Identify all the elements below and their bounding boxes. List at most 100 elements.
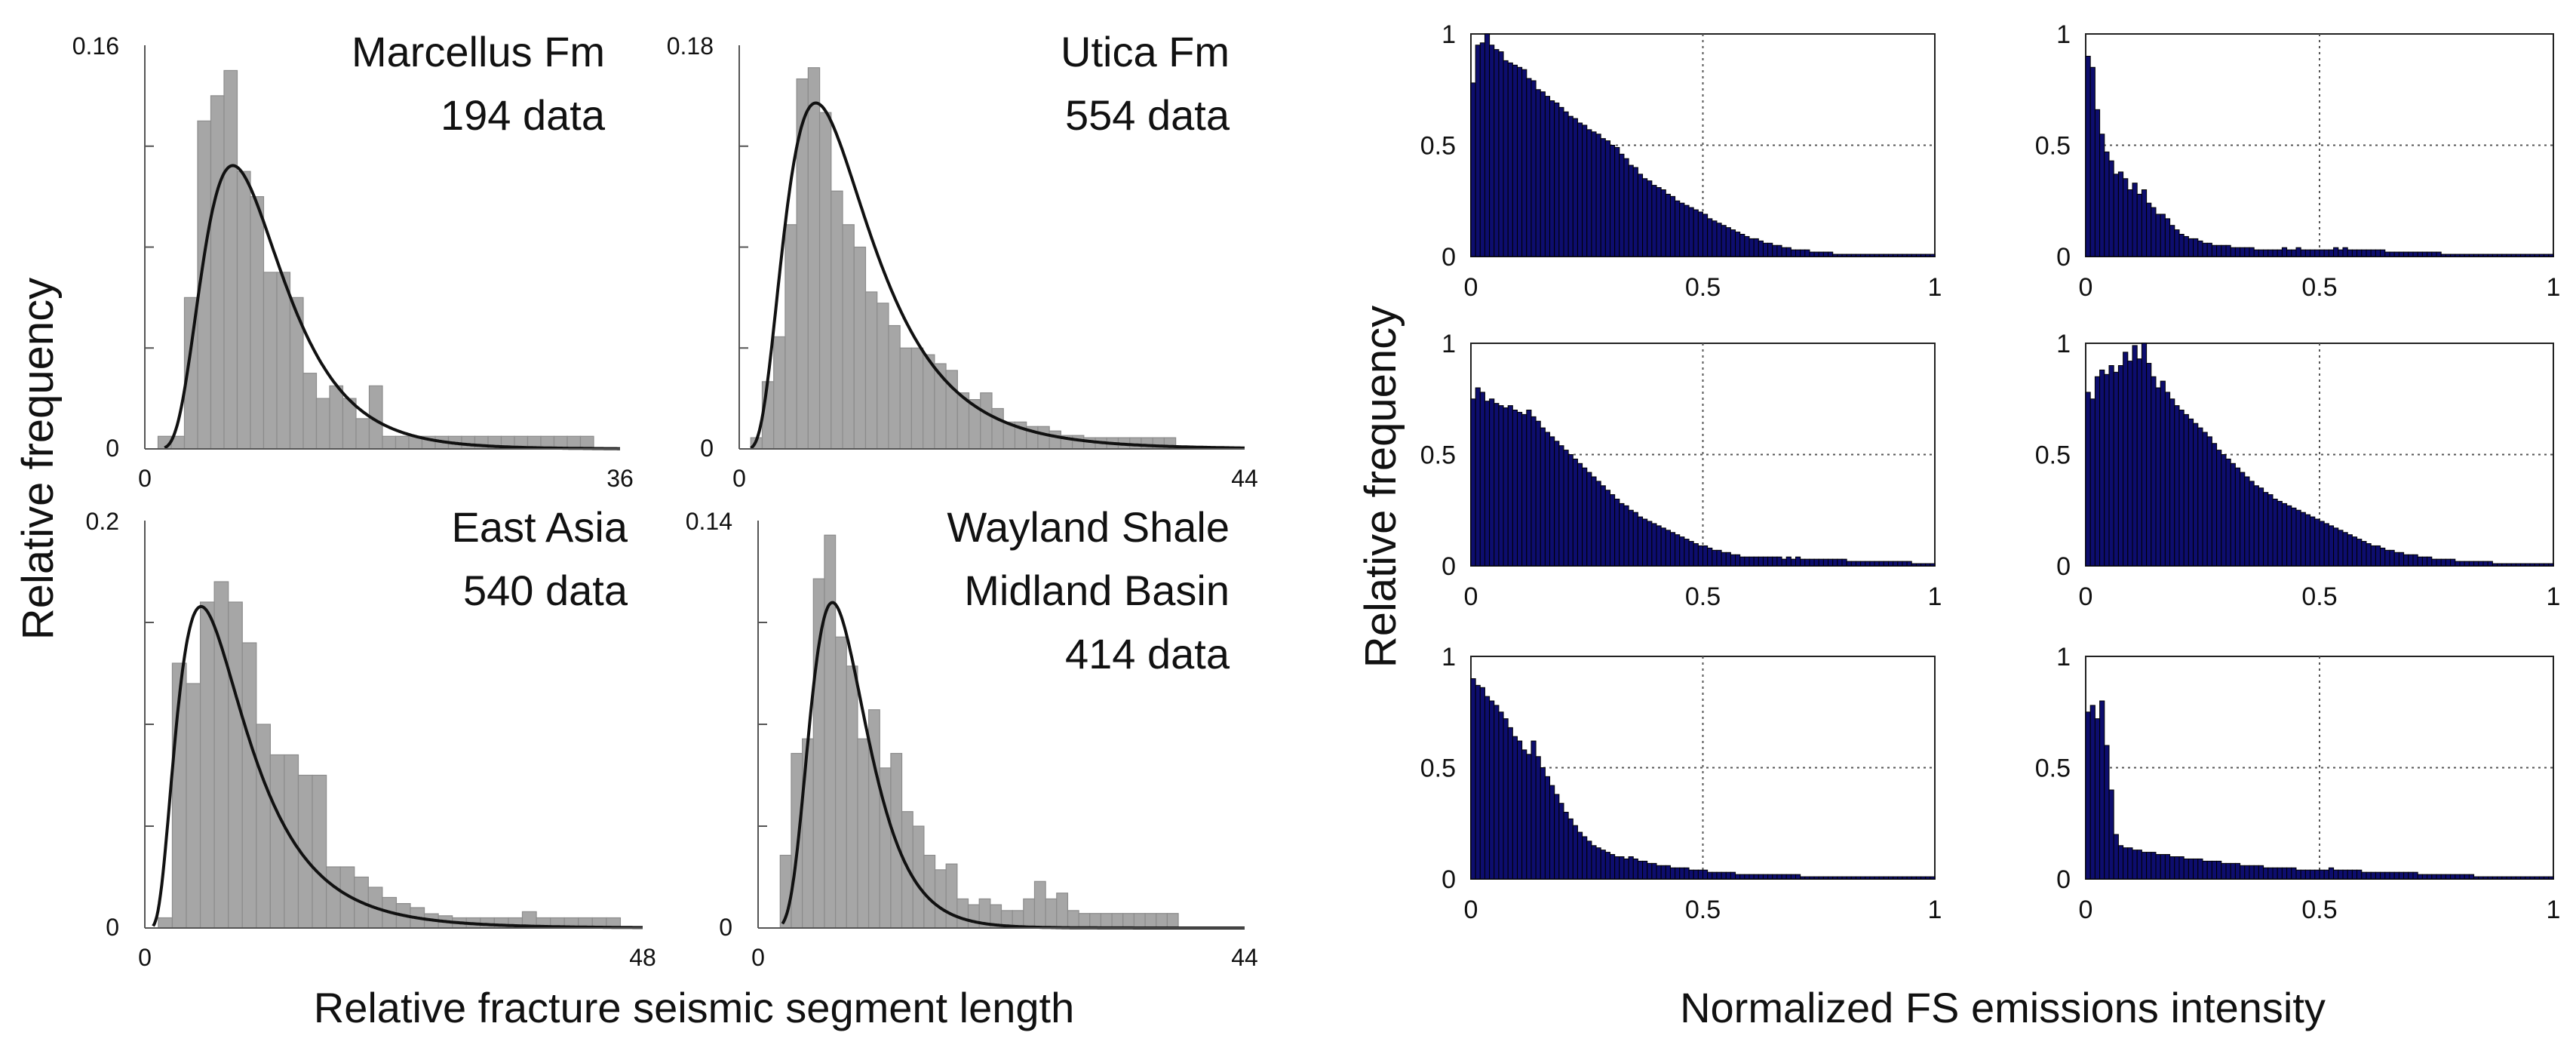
histogram-bar [1684, 204, 1690, 257]
histogram-bar [1697, 211, 1704, 257]
y-tick-label: 0.16 [72, 32, 119, 60]
histogram-bar [2473, 561, 2479, 567]
histogram-bar [2225, 862, 2231, 880]
histogram-bar [2094, 109, 2101, 257]
histogram-bar [2506, 254, 2512, 257]
histogram-bar [2104, 373, 2110, 567]
y-tick-label: 0 [719, 914, 732, 941]
histogram-bar [2258, 865, 2264, 880]
histogram-bar [1665, 193, 1671, 257]
histogram-bar [2193, 423, 2199, 567]
histogram-bar [2393, 552, 2399, 567]
histogram-bar [1822, 558, 1829, 567]
histogram-bar [1776, 244, 1782, 257]
histogram-bar [1790, 558, 1797, 567]
histogram-bar [1600, 138, 1606, 257]
histogram-bar [1526, 78, 1532, 257]
histogram-bar [1749, 238, 1755, 257]
histogram-bar [2174, 405, 2180, 567]
histogram-bar [1045, 898, 1058, 929]
histogram-bar [2272, 499, 2278, 567]
histogram-bar [2338, 869, 2344, 880]
histogram-bar [1572, 118, 1578, 257]
histogram-bar [2370, 249, 2376, 257]
histogram-bar [2366, 249, 2372, 257]
histogram-bar [1535, 420, 1541, 567]
histogram-bar [2440, 254, 2446, 257]
panel-title-line: Utica Fm [1061, 28, 1230, 75]
histogram-bar [2421, 556, 2428, 567]
histogram-bar [1563, 450, 1569, 567]
histogram-bar [1716, 871, 1722, 880]
histogram-bar [1707, 871, 1713, 880]
histogram-bar [2267, 494, 2274, 567]
histogram-bar [1475, 684, 1481, 880]
histogram-bar [2244, 865, 2250, 880]
histogram-bar [1586, 472, 1592, 567]
histogram-bar [1832, 558, 1838, 567]
histogram-bar [2240, 865, 2246, 880]
histogram-bar [1675, 867, 1681, 880]
histogram-bar [1531, 80, 1537, 257]
histogram-bar [1660, 527, 1666, 567]
histogram-bar [2291, 867, 2297, 880]
histogram-bar [2094, 376, 2101, 567]
histogram-bar [1753, 238, 1759, 257]
histogram-bar [2427, 556, 2433, 567]
histogram-bar [2455, 874, 2461, 880]
histogram-bar [1800, 249, 1806, 257]
histogram-bar [1078, 913, 1091, 929]
histogram-bar [1133, 913, 1146, 929]
histogram-bar [2338, 249, 2344, 257]
histogram-bar [2244, 476, 2250, 567]
x-tick-label: 0.5 [2301, 273, 2337, 302]
panel-title-line: 194 data [441, 91, 606, 139]
histogram-bar [2221, 862, 2227, 880]
histogram-bar [2267, 249, 2274, 257]
histogram-bar [1697, 869, 1704, 880]
histogram-bar [1906, 561, 1912, 567]
histogram-bar [276, 272, 291, 450]
histogram-bar [2202, 432, 2208, 567]
histogram-bar [2263, 492, 2269, 567]
histogram-bar [1800, 876, 1806, 880]
histogram-bar [1860, 254, 1866, 257]
histogram-bar [1739, 234, 1745, 257]
histogram-bar [2085, 392, 2091, 567]
histogram-bar [2450, 254, 2456, 257]
histogram-bar [773, 336, 786, 450]
histogram-bar [2258, 487, 2264, 567]
histogram-bar [1800, 558, 1806, 567]
histogram-bar [1906, 876, 1912, 880]
histogram-bar [2206, 860, 2212, 880]
histogram-bar [2304, 514, 2311, 567]
histogram-bar [1558, 803, 1564, 880]
histogram-bar [2417, 874, 2423, 880]
histogram-bar [2099, 134, 2105, 257]
histogram-bar [1582, 467, 1588, 567]
y-tick-label: 1 [2056, 330, 2071, 358]
histogram-bar [1832, 254, 1838, 257]
histogram-bar [2178, 234, 2185, 257]
histogram-bar [2277, 500, 2283, 567]
histogram-bar [1712, 871, 1718, 880]
histogram-bar [2295, 869, 2301, 880]
histogram-bar [2548, 254, 2554, 257]
histogram-bar [2277, 249, 2283, 257]
histogram-bar [1767, 242, 1773, 257]
histogram-bar [223, 69, 238, 450]
histogram-bar [2520, 254, 2526, 257]
histogram-bar [2384, 549, 2390, 567]
histogram-bar [461, 435, 476, 450]
histogram-bar [2132, 850, 2138, 880]
histogram-bar [1614, 856, 1620, 880]
histogram-bar [1619, 502, 1625, 567]
histogram-bar [1869, 876, 1875, 880]
y-tick-label: 1 [2056, 643, 2071, 671]
histogram-bar [2506, 876, 2512, 880]
y-tick-label: 0 [1442, 552, 1456, 581]
histogram-bar [1619, 856, 1625, 880]
histogram-bar [1702, 545, 1709, 567]
histogram-bar [2525, 563, 2531, 567]
histogram-bar [1716, 223, 1722, 257]
